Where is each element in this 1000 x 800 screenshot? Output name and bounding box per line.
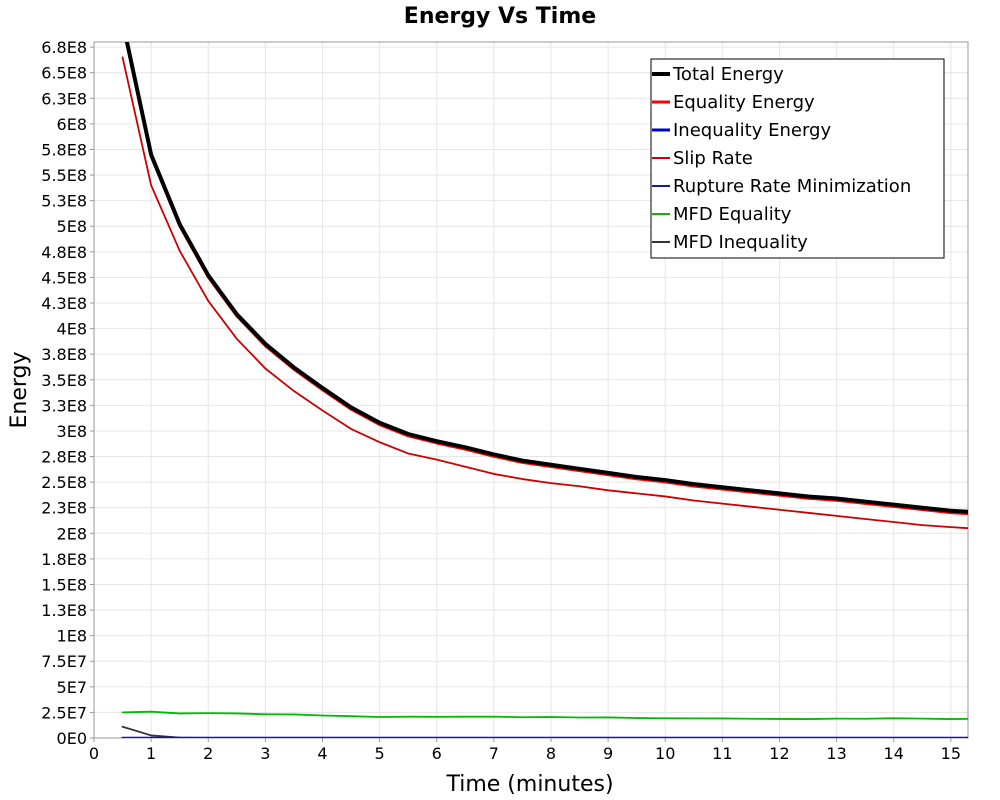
x-tick-label: 11	[712, 744, 732, 763]
x-tick-label: 3	[260, 744, 270, 763]
x-tick-label: 0	[89, 744, 99, 763]
x-tick-label: 6	[432, 744, 442, 763]
y-tick-label: 1.8E8	[41, 550, 87, 569]
y-tick-label: 5E7	[57, 678, 87, 697]
x-tick-label: 12	[769, 744, 789, 763]
y-tick-label: 3.3E8	[41, 396, 87, 415]
x-tick-label: 9	[603, 744, 613, 763]
series-line-mfd-inequality	[121, 725, 968, 738]
x-tick-label: 1	[146, 744, 156, 763]
y-tick-label: 5.5E8	[41, 166, 87, 185]
x-tick-label: 7	[489, 744, 499, 763]
y-tick-label: 6E8	[57, 115, 87, 134]
y-tick-label: 4.3E8	[41, 294, 87, 313]
legend-label-equality-energy: Equality Energy	[673, 92, 815, 113]
y-tick-label: 3E8	[57, 422, 87, 441]
legend-label-total-energy: Total Energy	[672, 64, 784, 85]
x-tick-label: 15	[941, 744, 961, 763]
x-tick-label: 2	[203, 744, 213, 763]
y-tick-label: 5E8	[57, 217, 87, 236]
y-tick-label: 6.8E8	[41, 38, 87, 57]
legend: Total Energy Equality Energy Inequality En…	[650, 58, 945, 259]
y-tick-label: 4.5E8	[41, 268, 87, 287]
y-tick-label: 3.8E8	[41, 345, 87, 364]
y-tick-label: 1.5E8	[41, 575, 87, 594]
y-tick-label: 3.5E8	[41, 371, 87, 390]
legend-label-mfd-inequality: MFD Inequality	[673, 232, 808, 253]
x-tick-label: 8	[546, 744, 556, 763]
y-tick-label: 7.5E7	[41, 652, 87, 671]
y-tick-label: 0E0	[57, 729, 87, 748]
x-tick-label: 13	[826, 744, 846, 763]
y-tick-label: 6.3E8	[41, 89, 87, 108]
x-tick-label: 10	[655, 744, 675, 763]
y-tick-label: 5.3E8	[41, 192, 87, 211]
x-tick-label: 5	[375, 744, 385, 763]
y-tick-label: 6.5E8	[41, 64, 87, 83]
legend-label-mfd-equality: MFD Equality	[673, 204, 792, 225]
series-line-mfd-equality	[121, 710, 968, 720]
y-tick-label: 2.3E8	[41, 499, 87, 518]
y-tick-label: 4E8	[57, 320, 87, 339]
legend-label-slip-rate: Slip Rate	[673, 148, 753, 169]
x-axis-ticks: 0 1 2 3 4 5 6 7 8 9 10 11 12 13 14 15	[89, 738, 961, 763]
series-group	[121, 42, 968, 738]
y-tick-label: 1.3E8	[41, 601, 87, 620]
y-tick-label: 2.8E8	[41, 448, 87, 467]
y-tick-label: 2.5E8	[41, 473, 87, 492]
legend-label-rupture-rate-minimization: Rupture Rate Minimization	[673, 176, 911, 197]
y-tick-label: 5.8E8	[41, 140, 87, 159]
legend-label-inequality-energy: Inequality Energy	[673, 120, 831, 141]
legend-box	[650, 58, 945, 259]
y-tick-label: 2E8	[57, 524, 87, 543]
x-tick-label: 14	[884, 744, 904, 763]
y-axis-label: Energy	[7, 351, 32, 428]
y-tick-label: 2.5E7	[41, 703, 87, 722]
x-tick-label: 4	[317, 744, 327, 763]
y-tick-label: 1E8	[57, 627, 87, 646]
series-line-total-energy	[124, 42, 968, 514]
x-axis-label: Time (minutes)	[445, 772, 613, 797]
y-axis-ticks: 0E0 2.5E7 5E7 7.5E7 1E8 1.3E8 1.5E8 1.8E8 2E8 2.3…	[41, 38, 94, 748]
series-line-slip-rate	[121, 56, 968, 530]
y-tick-label: 4.8E8	[41, 243, 87, 262]
chart-title: Energy Vs Time	[404, 4, 596, 29]
